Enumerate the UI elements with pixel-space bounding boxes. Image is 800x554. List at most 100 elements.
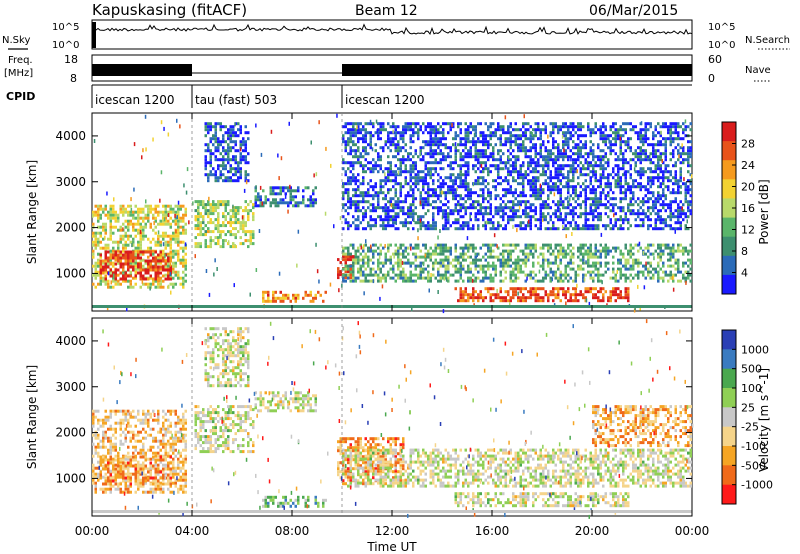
echo-cell: [607, 246, 610, 250]
echo-cell: [402, 158, 405, 162]
echo-cell: [504, 270, 507, 274]
echo-cell: [554, 273, 557, 277]
echo-cell: [114, 282, 117, 286]
echo-cell: [449, 146, 452, 150]
echo-cell: [514, 137, 517, 141]
nsearch-label: N.Search: [745, 35, 790, 46]
echo-cell: [619, 125, 622, 129]
echo-cell: [489, 125, 492, 129]
echo-cell: [389, 197, 392, 201]
echo-cell: [647, 176, 650, 180]
echo-cell: [362, 125, 365, 129]
echo-cell: [584, 188, 587, 192]
echo-cell: [532, 188, 535, 192]
echo-cell: [177, 213, 180, 217]
echo-cell: [139, 240, 142, 244]
echo-cell: [677, 249, 680, 253]
echo-cell: [337, 276, 340, 280]
echo-cell: [204, 143, 207, 147]
echo-cell: [657, 252, 660, 256]
echo-cell: [469, 152, 472, 156]
echo-cell: [529, 170, 532, 174]
echo-cell: [207, 212, 210, 216]
echo-cell: [557, 296, 560, 300]
echo-cell: [629, 255, 632, 259]
echo-cell: [612, 131, 615, 135]
echo-cell: [99, 255, 102, 259]
echo-cell: [617, 246, 620, 250]
echo-cell: [609, 299, 612, 303]
echo-cell: [489, 191, 492, 195]
echo-cell: [409, 179, 412, 183]
echo-cell: [537, 152, 540, 156]
echo-cell: [534, 146, 537, 150]
echo-cell: [514, 293, 517, 297]
echo-cell: [554, 255, 557, 259]
echo-cell: [457, 255, 460, 259]
echo-cell: [272, 189, 275, 193]
echo-cell: [647, 261, 650, 265]
echo-cell: [304, 293, 307, 297]
echo-cell: [104, 222, 107, 226]
echo-cell: [662, 270, 665, 274]
echo-cell: [644, 215, 647, 219]
echo-cell: [582, 182, 585, 186]
echo-cell: [379, 261, 382, 265]
echo-cell: [637, 270, 640, 274]
echo-cell: [597, 296, 600, 300]
echo-cell: [349, 128, 352, 132]
echo-cell: [152, 237, 155, 241]
echo-cell: [172, 261, 175, 265]
echo-cell: [517, 264, 520, 268]
echo-cell: [499, 155, 502, 159]
echo-cell: [504, 276, 507, 280]
echo-cell: [162, 265, 165, 269]
echo-cell: [624, 293, 627, 297]
echo-cell: [367, 200, 370, 204]
echo-cell: [582, 246, 585, 250]
echo-cell: [547, 197, 550, 201]
echo-cell: [347, 143, 350, 147]
echo-cell: [492, 276, 495, 280]
echo-cell: [112, 271, 115, 275]
echo-cell: [417, 246, 420, 250]
echo-cell: [454, 155, 457, 159]
echo-cell: [637, 209, 640, 213]
echo-cell: [364, 215, 367, 219]
echo-cell: [407, 122, 410, 126]
echo-cell: [537, 261, 540, 265]
echo-cell: [527, 212, 530, 216]
echo-cell: [172, 276, 175, 280]
echo-cell: [567, 140, 570, 144]
echo-cell: [624, 182, 627, 186]
echo-cell: [542, 296, 545, 300]
echo-cell: [539, 149, 542, 153]
echo-cell: [637, 185, 640, 189]
echo-cell: [97, 219, 100, 223]
echo-cell: [454, 270, 457, 274]
echo-cell: [354, 279, 357, 283]
echo-cell: [569, 131, 572, 135]
echo-cell: [152, 252, 155, 256]
echo-cell: [482, 191, 485, 195]
nsearch-tick-top: 10^5: [708, 22, 735, 33]
echo-cell: [182, 249, 185, 253]
echo-cell: [129, 204, 132, 208]
echo-cell: [619, 252, 622, 256]
echo-cell: [212, 221, 215, 225]
echo-cell: [197, 224, 200, 228]
echo-cell: [522, 143, 525, 147]
echo-cell: [637, 173, 640, 177]
echo-cell: [667, 243, 670, 247]
echo-cell: [459, 140, 462, 144]
echo-cell: [464, 258, 467, 262]
echo-cell: [592, 200, 595, 204]
echo-cell: [594, 164, 597, 168]
echo-cell: [537, 194, 540, 198]
echo-cell: [407, 227, 410, 231]
echo-cell: [512, 209, 515, 213]
echo-cell: [164, 213, 167, 217]
echo-cell: [419, 191, 422, 195]
echo-cell: [572, 170, 575, 174]
echo-cell: [492, 185, 495, 189]
